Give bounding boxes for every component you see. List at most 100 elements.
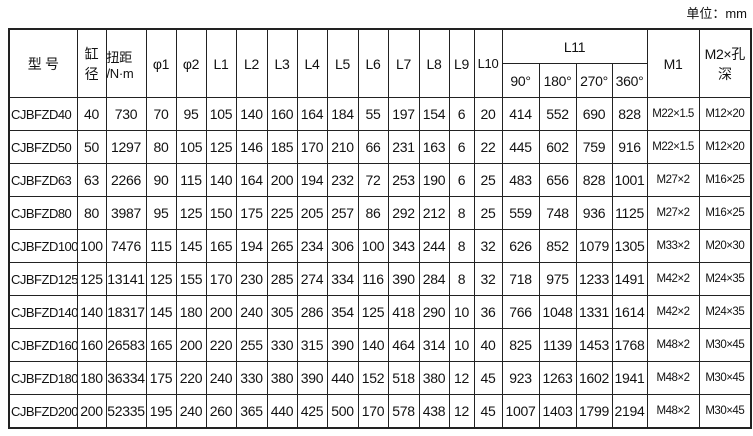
table-cell: 730: [105, 97, 147, 131]
table-cell: 354: [326, 295, 359, 329]
table-cell: 1768: [611, 328, 648, 362]
table-cell: 244: [418, 229, 450, 263]
table-cell: 1048: [538, 295, 577, 329]
table-cell: 155: [175, 262, 207, 296]
table-cell: M48×2: [646, 394, 700, 429]
table-row: CJBFZD40 40 730 70 95 105 140 160 164 184 55 197 154…: [8, 97, 752, 131]
table-cell: 200: [76, 394, 107, 429]
table-cell: 483: [501, 163, 540, 197]
table-cell: 160: [266, 97, 298, 131]
table-cell: 1001: [611, 163, 648, 197]
table-cell: 194: [235, 229, 268, 263]
table-cell: 12: [448, 394, 475, 429]
table-cell: 125: [145, 262, 177, 296]
header-L10: L10: [473, 28, 503, 98]
model-cell: CJBFZD40: [8, 97, 78, 131]
table-cell: 552: [538, 97, 577, 131]
table-cell: 240: [175, 394, 207, 429]
table-cell: 253: [387, 163, 420, 197]
table-cell: 234: [296, 229, 328, 263]
table-cell: 1602: [575, 361, 613, 395]
table-cell: 55: [357, 97, 389, 131]
table-cell: 656: [538, 163, 577, 197]
table-cell: 72: [357, 163, 389, 197]
table-cell: 200: [175, 328, 207, 362]
table-cell: M30×45: [698, 361, 752, 395]
table-cell: 759: [575, 130, 613, 164]
table-cell: 1614: [611, 295, 648, 329]
table-cell: 1297: [105, 130, 147, 164]
table-cell: 390: [296, 361, 328, 395]
table-cell: M33×2: [646, 229, 700, 263]
table-cell: 100: [76, 229, 107, 263]
table-cell: 390: [326, 328, 359, 362]
table-cell: M42×2: [646, 295, 700, 329]
table-cell: 602: [538, 130, 577, 164]
table-cell: 6: [448, 97, 475, 131]
table-cell: 1125: [611, 196, 648, 230]
header-torque: 扭距/N·m: [105, 28, 147, 98]
table-cell: 1331: [575, 295, 613, 329]
table-cell: 200: [266, 163, 298, 197]
table-cell: 1453: [575, 328, 613, 362]
table-cell: 440: [326, 361, 359, 395]
model-cell: CJBFZD80: [8, 196, 78, 230]
header-bore: 缸径: [76, 28, 107, 98]
table-cell: 314: [418, 328, 450, 362]
table-cell: M16×25: [698, 196, 752, 230]
header-M1: M1: [646, 28, 700, 98]
table-row: CJBFZD63 63 2266 90 115 140 164 200 194 232 72 253 1…: [8, 163, 752, 197]
table-cell: 95: [175, 97, 207, 131]
table-cell: 164: [296, 97, 328, 131]
table-cell: 2194: [611, 394, 648, 429]
table-cell: 445: [501, 130, 540, 164]
table-cell: 90: [145, 163, 177, 197]
table-cell: 25: [473, 196, 503, 230]
table-cell: 180: [175, 295, 207, 329]
table-cell: 200: [205, 295, 237, 329]
model-cell: CJBFZD50: [8, 130, 78, 164]
table-cell: 518: [387, 361, 420, 395]
table-cell: 50: [76, 130, 107, 164]
model-cell: CJBFZD200: [8, 394, 78, 429]
model-cell: CJBFZD100: [8, 229, 78, 263]
table-cell: 464: [387, 328, 420, 362]
table-cell: 230: [235, 262, 268, 296]
header-L2: L2: [235, 28, 268, 98]
table-cell: 52335: [105, 394, 147, 429]
table-cell: 164: [235, 163, 268, 197]
table-cell: 1941: [611, 361, 648, 395]
header-L11: L11: [501, 28, 648, 64]
table-cell: M30×45: [698, 394, 752, 429]
table-cell: 140: [235, 97, 268, 131]
table-cell: 265: [266, 229, 298, 263]
table-cell: 828: [611, 97, 648, 131]
table-cell: 63: [76, 163, 107, 197]
table-cell: 626: [501, 229, 540, 263]
table-cell: 500: [326, 394, 359, 429]
header-L7: L7: [387, 28, 420, 98]
table-cell: 100: [357, 229, 389, 263]
table-cell: 690: [575, 97, 613, 131]
header-L11-180: 180°: [538, 63, 577, 98]
table-cell: 40: [473, 328, 503, 362]
table-cell: 185: [266, 130, 298, 164]
table-cell: 1305: [611, 229, 648, 263]
table-cell: 1263: [538, 361, 577, 395]
table-cell: 210: [326, 130, 359, 164]
table-cell: 25: [473, 163, 503, 197]
table-cell: 284: [418, 262, 450, 296]
model-cell: CJBFZD125: [8, 262, 78, 296]
table-cell: M24×35: [698, 262, 752, 296]
table-cell: 8: [448, 262, 475, 296]
header-L5: L5: [326, 28, 359, 98]
table-cell: 438: [418, 394, 450, 429]
table-row: CJBFZD125 125 13141 125 155 170 230 285 274 334 11…: [8, 262, 752, 296]
table-cell: 125: [175, 196, 207, 230]
table-cell: 8: [448, 229, 475, 263]
table-cell: M48×2: [646, 328, 700, 362]
table-cell: 260: [205, 394, 237, 429]
table-cell: 45: [473, 394, 503, 429]
table-row: CJBFZD180 180 36334 175 220 240 330 380 390 440 15…: [8, 361, 752, 395]
table-cell: 828: [575, 163, 613, 197]
